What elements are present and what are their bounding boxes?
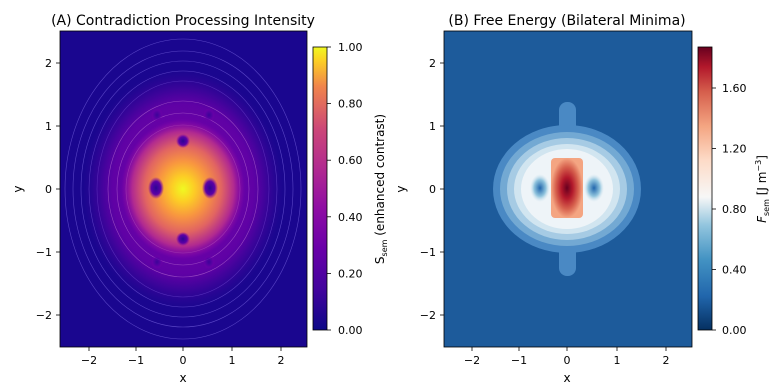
panel-b-xtick-label: 0 (564, 354, 571, 367)
panel-b: (B) Free Energy (Bilateral Minima) (394, 13, 771, 385)
panel-a-min-left (148, 177, 164, 199)
panel-a-colorbar-tick-label: 0.40 (338, 211, 363, 224)
panel-b-min-left (530, 174, 550, 202)
panel-b-ytick-label: −2 (420, 309, 436, 322)
panel-b-xtick-label: −1 (511, 354, 527, 367)
panel-b-ytick-label: 2 (429, 57, 436, 70)
panel-a-ytick-label: 2 (45, 57, 52, 70)
panel-a-colorbar-tick-label: 0.20 (338, 267, 363, 280)
panel-b-colorbar-ticks (712, 87, 716, 331)
panel-a-colorbar (312, 46, 328, 331)
panel-b-colorbar-tick-label: 0.00 (722, 324, 747, 337)
panel-b-max-core (551, 158, 583, 218)
panel-a-min-top (176, 134, 190, 148)
panel-b-ytick-label: 0 (429, 183, 436, 196)
panel-b-xticks (471, 347, 667, 351)
panel-a-xtick-label: 1 (229, 354, 236, 367)
panel-a-xtick-label: 0 (180, 354, 187, 367)
panel-a-colorbar-tick-label: 0.00 (338, 324, 363, 337)
panel-b-colorbar-tick-label: 1.60 (722, 82, 747, 95)
panel-a-corner-spots (151, 108, 215, 269)
panel-b-colorbar (697, 46, 713, 331)
panel-a-colorbar-tick-label: 1.00 (338, 41, 363, 54)
panel-b-xtick-label: 1 (614, 354, 621, 367)
panel-b-xlabel: x (563, 371, 570, 385)
panel-a-colorbar-tick-label: 0.60 (338, 154, 363, 167)
panel-b-title: (B) Free Energy (Bilateral Minima) (448, 13, 685, 29)
panel-b-colorbar-label: Fsem [J m−3] (754, 155, 771, 223)
panel-b-xtick-label: −2 (464, 354, 480, 367)
panel-a-xtick-label: 2 (278, 354, 285, 367)
panel-a-ylabel: y (11, 185, 25, 192)
panel-a-colorbar-ticks (327, 46, 331, 331)
panel-b-colorbar-tick-label: 0.80 (722, 203, 747, 216)
panel-a-ytick-label: −1 (36, 246, 52, 259)
panel-a-xticks (88, 347, 282, 351)
panel-b-heatmap (444, 31, 692, 347)
panel-a-ytick-label: 0 (45, 183, 52, 196)
panel-b-colorbar-tick-label: 1.20 (722, 143, 747, 156)
panel-a-min-right (202, 177, 218, 199)
panel-a-colorbar-label: Ssem (enhanced contrast) (373, 114, 389, 264)
panel-a-colorbar-tick-label: 0.80 (338, 98, 363, 111)
panel-b-min-right (584, 174, 604, 202)
panel-a: (A) Contradiction Processing Intensity (11, 13, 389, 385)
panel-a-yticks (56, 62, 60, 316)
panel-a-ytick-label: −2 (36, 309, 52, 322)
panel-a-ytick-label: 1 (45, 120, 52, 133)
panel-b-xtick-label: 2 (663, 354, 670, 367)
panel-a-min-bottom (176, 232, 190, 246)
panel-b-ytick-label: −1 (420, 246, 436, 259)
panel-b-yticks (440, 62, 444, 316)
panel-b-ylabel: y (394, 185, 408, 192)
panel-b-ytick-label: 1 (429, 120, 436, 133)
panel-a-title: (A) Contradiction Processing Intensity (51, 13, 315, 29)
panel-a-xtick-label: −2 (81, 354, 97, 367)
panel-b-colorbar-tick-label: 0.40 (722, 264, 747, 277)
panel-a-xtick-label: −1 (128, 354, 144, 367)
panel-a-core (121, 119, 245, 259)
panel-a-xlabel: x (179, 371, 186, 385)
panel-a-heatmap (60, 31, 307, 347)
